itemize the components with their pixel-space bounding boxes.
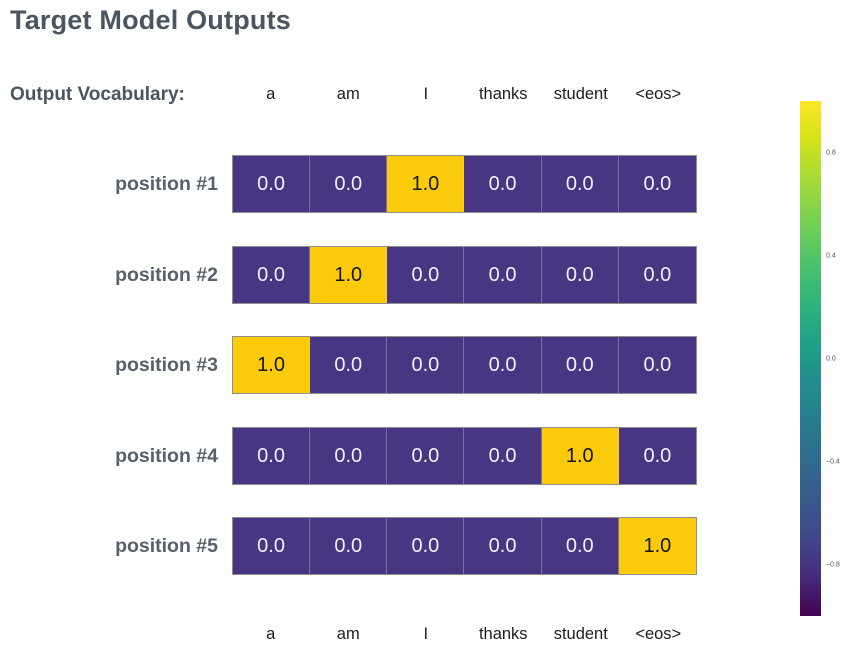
probability-row-1: position #1 0.0 0.0 1.0 0.0 0.0 0.0 [0, 155, 697, 213]
vocab-term-1: a [266, 85, 276, 103]
heatmap-cell: 0.0 [464, 518, 542, 574]
heatmap-cell: 0.0 [541, 518, 619, 574]
heatmap-cell: 0.0 [464, 428, 542, 484]
heatmap-cell: 0.0 [310, 156, 388, 212]
probability-row-5: position #5 0.0 0.0 0.0 0.0 0.0 1.0 [0, 517, 697, 575]
colorbar-tick-label: −0.8 [826, 561, 840, 568]
vocab-term-5: student [553, 625, 608, 643]
heatmap-cell: 1.0 [387, 156, 465, 212]
heatmap-cell: 0.0 [387, 247, 465, 303]
heatmap-cell: 0.0 [387, 337, 465, 393]
heatmap-cell: 0.0 [618, 428, 696, 484]
vocab-term-5: student [553, 85, 608, 103]
vocab-term-3: I [423, 625, 429, 643]
vocab-term-1: a [266, 625, 276, 643]
heatmap-row-grid: 0.0 0.0 0.0 0.0 1.0 0.0 [232, 427, 697, 485]
colorbar-tick-label: 0.8 [826, 149, 836, 156]
probability-row-2: position #2 0.0 1.0 0.0 0.0 0.0 0.0 [0, 246, 697, 304]
row-label: position #3 [115, 354, 218, 376]
heatmap-cell: 1.0 [310, 247, 388, 303]
vocab-term-6: <eos> [635, 625, 682, 643]
heatmap-cell: 0.0 [618, 156, 696, 212]
heatmap-row-grid: 0.0 0.0 0.0 0.0 0.0 1.0 [232, 517, 697, 575]
heatmap-cell: 0.0 [464, 337, 542, 393]
vocab-term-4: thanks [478, 625, 528, 643]
heatmap-cell: 0.0 [233, 156, 311, 212]
colorbar-gradient [800, 101, 821, 616]
vocab-term-4: thanks [478, 85, 528, 103]
heatmap-row-grid: 0.0 1.0 0.0 0.0 0.0 0.0 [232, 246, 697, 304]
heatmap-cell: 0.0 [387, 428, 465, 484]
heatmap-cell: 0.0 [541, 156, 619, 212]
heatmap-cell: 1.0 [233, 337, 311, 393]
heatmap-cell: 1.0 [618, 518, 696, 574]
probability-row-4: position #4 0.0 0.0 0.0 0.0 1.0 0.0 [0, 427, 697, 485]
heatmap-cell: 1.0 [541, 428, 619, 484]
heatmap-cell: 0.0 [464, 156, 542, 212]
page-title: Target Model Outputs [10, 5, 291, 35]
probability-row-3: position #3 1.0 0.0 0.0 0.0 0.0 0.0 [0, 336, 697, 394]
heatmap-cell: 0.0 [618, 337, 696, 393]
row-label: position #4 [115, 445, 218, 467]
heatmap-row-grid: 0.0 0.0 1.0 0.0 0.0 0.0 [232, 155, 697, 213]
heatmap-cell: 0.0 [618, 247, 696, 303]
vocab-term-3: I [423, 85, 429, 103]
heatmap-cell: 0.0 [464, 247, 542, 303]
row-label: position #1 [115, 173, 218, 195]
output-vocabulary-label: Output Vocabulary: [10, 84, 185, 105]
heatmap-cell: 0.0 [310, 518, 388, 574]
vocab-term-6: <eos> [635, 85, 682, 103]
heatmap-cell: 0.0 [541, 337, 619, 393]
heatmap-row-grid: 1.0 0.0 0.0 0.0 0.0 0.0 [232, 336, 697, 394]
colorbar-tick-label: 0.0 [826, 355, 836, 362]
heatmap-cell: 0.0 [233, 518, 311, 574]
colorbar-tick-label: −0.4 [826, 458, 840, 465]
vocab-term-2: am [336, 85, 360, 103]
heatmap-cell: 0.0 [310, 428, 388, 484]
heatmap-cell: 0.0 [233, 247, 311, 303]
heatmap-cell: 0.0 [233, 428, 311, 484]
heatmap-cell: 0.0 [310, 337, 388, 393]
heatmap-cell: 0.0 [541, 247, 619, 303]
colorbar-tick-label: 0.4 [826, 252, 836, 259]
vocab-term-2: am [336, 625, 360, 643]
heatmap-cell: 0.0 [387, 518, 465, 574]
row-label: position #5 [115, 535, 218, 557]
colorbar: 0.8 0.4 0.0 −0.4 −0.8 [800, 101, 840, 616]
row-label: position #2 [115, 264, 218, 286]
